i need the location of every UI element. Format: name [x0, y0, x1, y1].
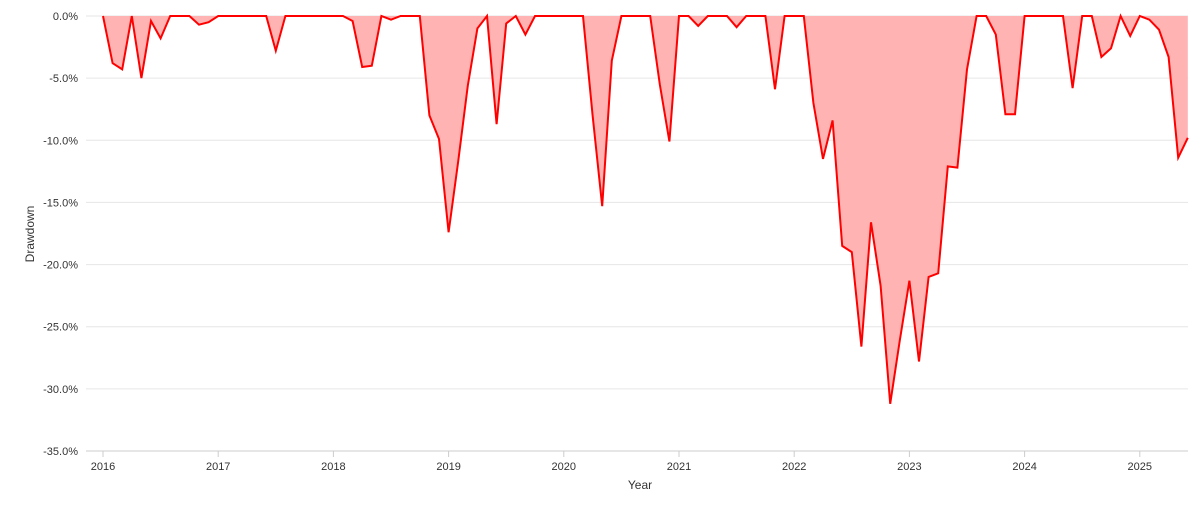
x-axis-ticks: 2016 2017 2018 2019 2020 2021 2022 2023 2024 2025: [91, 451, 1152, 473]
x-tick-label: 2023: [897, 461, 921, 473]
x-tick-label: 2024: [1012, 461, 1036, 473]
y-axis-title: Drawdown: [23, 206, 37, 263]
y-tick-label: 0.0%: [53, 11, 78, 23]
x-tick-label: 2018: [321, 461, 345, 473]
x-tick-label: 2019: [436, 461, 460, 473]
drawdown-area: [103, 16, 1188, 404]
y-tick-label: -25.0%: [43, 322, 78, 334]
y-tick-label: -5.0%: [49, 73, 78, 85]
y-tick-label: -30.0%: [43, 384, 78, 396]
plot-area: [102, 13, 1189, 404]
x-tick-label: 2017: [206, 461, 230, 473]
x-tick-label: 2020: [552, 461, 576, 473]
x-tick-label: 2016: [91, 461, 115, 473]
x-tick-label: 2021: [667, 461, 691, 473]
gridlines: [86, 15, 1188, 452]
y-tick-label: -15.0%: [43, 197, 78, 209]
y-axis-ticks: 0.0% -5.0% -10.0% -15.0% -20.0% -25.0% -30.0% -…: [43, 11, 78, 458]
x-axis-title: Year: [628, 478, 652, 492]
y-tick-label: -35.0%: [43, 446, 78, 458]
y-tick-label: -10.0%: [43, 135, 78, 147]
x-tick-label: 2025: [1128, 461, 1152, 473]
drawdown-line: [102, 13, 1189, 404]
y-tick-label: -20.0%: [43, 260, 78, 272]
x-tick-label: 2022: [782, 461, 806, 473]
